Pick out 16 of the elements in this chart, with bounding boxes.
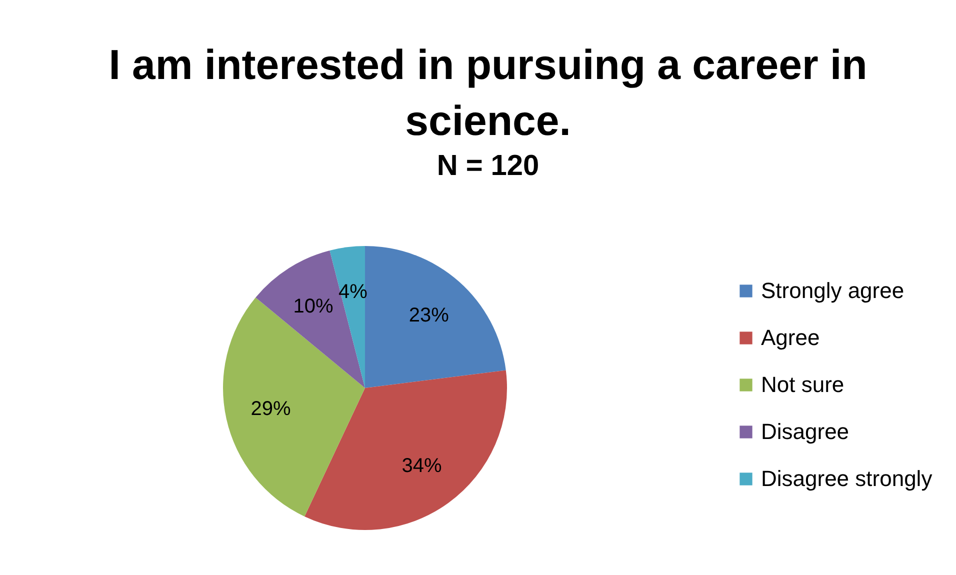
- data-label: 23%: [408, 304, 450, 327]
- pie-slice: [365, 246, 506, 388]
- pie-slice: [256, 250, 365, 388]
- legend-label: Agree: [761, 325, 820, 350]
- pie-slice: [304, 370, 507, 530]
- legend-label: Strongly agree: [761, 278, 904, 303]
- chart-subtitle: N = 120: [436, 150, 540, 182]
- chart-title: I am interested in pursuing a career in science.: [108, 41, 868, 144]
- legend-label: Not sure: [761, 372, 844, 397]
- pie-slice: [223, 297, 365, 516]
- data-label: 4%: [338, 281, 368, 304]
- data-label: 29%: [250, 398, 291, 420]
- data-label: 34%: [402, 455, 442, 478]
- legend-label: Disagree strongly: [761, 466, 932, 491]
- legend-label: Disagree: [761, 419, 850, 444]
- data-label: 10%: [293, 295, 334, 318]
